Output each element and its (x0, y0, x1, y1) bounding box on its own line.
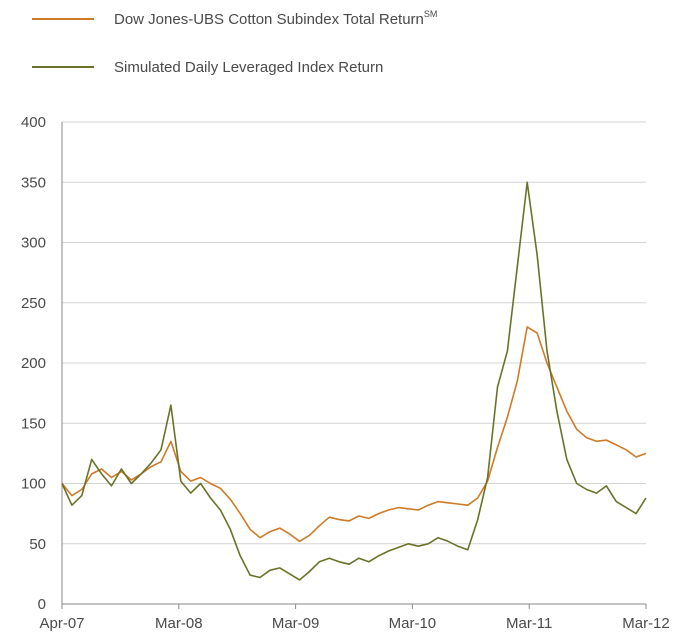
legend-item-leveraged-index: Simulated Daily Leveraged Index Return (32, 56, 437, 78)
series-lines (61, 181, 647, 581)
y-tick-label: 0 (38, 596, 46, 613)
legend-label-cotton-index: Dow Jones-UBS Cotton Subindex Total Retu… (114, 8, 438, 28)
y-axis: 0 50 100 150 200 250 300 350 400 (21, 114, 63, 613)
x-tick-label: Mar-12 (622, 615, 670, 632)
series-line-1 (61, 181, 647, 581)
chart-legend: Dow Jones-UBS Cotton Subindex Total Retu… (32, 8, 437, 104)
x-tick-label: Apr-07 (39, 615, 84, 632)
y-tick-label: 250 (21, 295, 46, 312)
legend-swatch-leveraged-index (32, 66, 94, 68)
legend-swatch-cotton-index (32, 18, 94, 20)
legend-label-leveraged-index: Simulated Daily Leveraged Index Return (114, 58, 384, 76)
x-tick-label: Mar-08 (155, 615, 203, 632)
series-line-0 (61, 326, 647, 543)
y-tick-label: 350 (21, 174, 46, 191)
grid-lines (62, 121, 646, 545)
legend-item-cotton-index: Dow Jones-UBS Cotton Subindex Total Retu… (32, 8, 437, 30)
x-tick-label: Mar-10 (389, 615, 437, 632)
x-tick-label: Mar-11 (506, 615, 552, 632)
x-axis: Apr-07 Mar-08 Mar-09 Mar-10 Mar-11 Mar-12 (39, 603, 670, 632)
y-tick-label: 50 (29, 536, 46, 553)
y-tick-label: 100 (21, 476, 46, 493)
y-tick-label: 200 (21, 355, 46, 372)
y-tick-label: 300 (21, 235, 46, 252)
y-tick-label: 150 (21, 415, 46, 432)
x-tick-label: Mar-09 (272, 615, 320, 632)
y-tick-label: 400 (21, 114, 46, 131)
